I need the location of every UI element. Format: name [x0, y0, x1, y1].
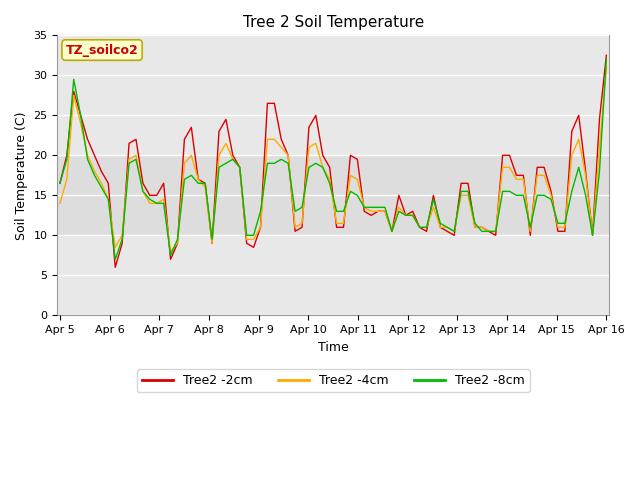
Y-axis label: Soil Temperature (C): Soil Temperature (C): [15, 111, 28, 240]
Bar: [58, 75, 609, 156]
Title: Tree 2 Soil Temperature: Tree 2 Soil Temperature: [243, 15, 424, 30]
Bar: [58, 156, 609, 235]
Text: TZ_soilco2: TZ_soilco2: [66, 44, 138, 57]
X-axis label: Time: Time: [317, 341, 349, 354]
Legend: Tree2 -2cm, Tree2 -4cm, Tree2 -8cm: Tree2 -2cm, Tree2 -4cm, Tree2 -8cm: [137, 369, 529, 392]
